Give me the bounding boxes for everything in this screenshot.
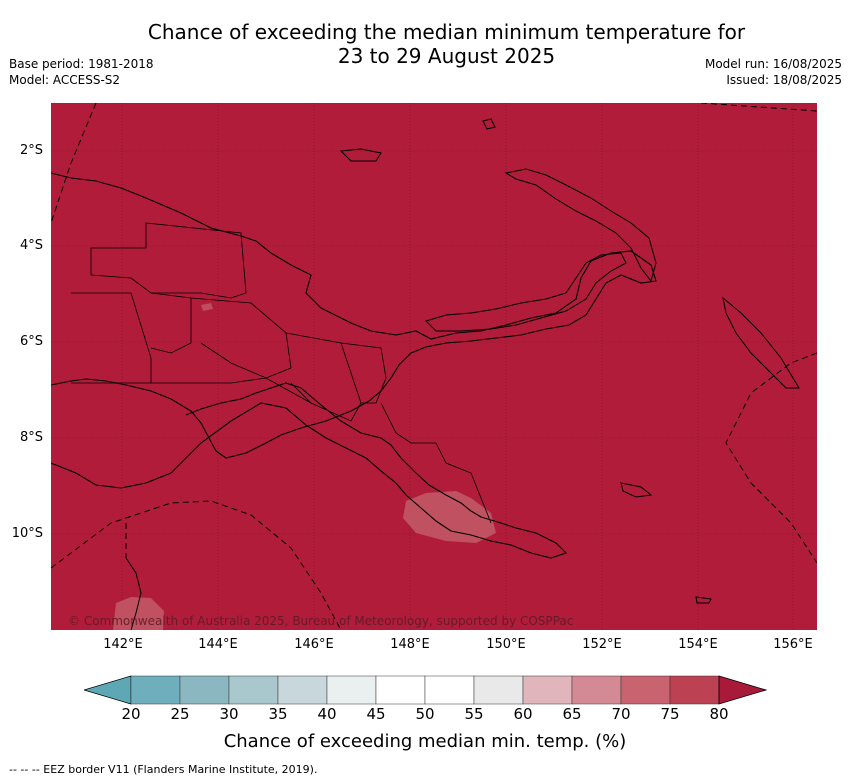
colorbar-title: Chance of exceeding median min. temp. (%… xyxy=(223,731,627,752)
title-line-2: 23 to 29 August 2025 xyxy=(337,44,556,68)
base-period-text: Base period: 1981-2018 xyxy=(9,57,154,71)
lon-tick-label: 142°E xyxy=(103,637,143,652)
colorbar-tick-label: 80 xyxy=(709,705,729,723)
colorbar-segment xyxy=(375,675,426,705)
lon-tick-label: 150°E xyxy=(486,637,526,652)
colorbar-segment xyxy=(522,675,573,705)
title-line-1: Chance of exceeding the median minimum t… xyxy=(147,20,746,44)
new-guinea-south-coast xyxy=(51,382,568,559)
lon-tick-label: 148°E xyxy=(390,637,430,652)
copyright-text: © Commonwealth of Australia 2025, Bureau… xyxy=(68,614,574,628)
colorbar-segment xyxy=(669,675,720,705)
colorbar-segment xyxy=(473,675,524,705)
colorbar-extend-high xyxy=(718,675,768,705)
lon-tick-label: 144°E xyxy=(198,637,238,652)
colorbar-segment xyxy=(424,675,475,705)
map-panel[interactable] xyxy=(51,103,817,630)
colorbar-tick-label: 55 xyxy=(464,705,484,723)
probability-patch-small xyxy=(201,303,213,311)
issued-text: Issued: 18/08/2025 xyxy=(726,73,842,87)
meta-left: Base period: 1981-2018 Model: ACCESS-S2 xyxy=(9,56,154,88)
eez-footnote: -- -- -- EEZ border V11 (Flanders Marine… xyxy=(9,763,318,776)
lat-tick-label: 10°S xyxy=(11,526,43,541)
cape-york-coast xyxy=(125,557,142,630)
map-svg xyxy=(51,103,817,630)
colorbar-tick-label: 65 xyxy=(562,705,582,723)
colorbar-extend-low xyxy=(84,675,132,705)
lon-tick-label: 154°E xyxy=(678,637,718,652)
probability-patch-southeast xyxy=(403,491,496,543)
manus-island xyxy=(339,148,382,162)
eez-borders xyxy=(51,103,817,630)
lat-tick-label: 2°S xyxy=(19,143,43,158)
new-ireland-outline xyxy=(504,168,657,283)
colorbar xyxy=(84,675,768,705)
graticule xyxy=(51,103,817,630)
small-island-far-southeast xyxy=(695,596,712,604)
colorbar-tick-label: 50 xyxy=(415,705,435,723)
colorbar-tick-label: 75 xyxy=(660,705,680,723)
colorbar-tick-label: 70 xyxy=(611,705,631,723)
new-britain-outline xyxy=(425,252,627,332)
model-run-text: Model run: 16/08/2025 xyxy=(704,57,842,71)
colorbar-tick-label: 35 xyxy=(268,705,288,723)
bougainville-outline xyxy=(722,296,800,389)
colorbar-segment xyxy=(130,675,181,705)
colorbar-segment xyxy=(326,675,377,705)
lat-tick-label: 8°S xyxy=(19,430,43,445)
lat-tick-label: 4°S xyxy=(19,238,43,253)
meta-right: Model run: 16/08/2025 Issued: 18/08/2025 xyxy=(705,56,842,88)
province-borders xyxy=(71,222,492,524)
colorbar-segment xyxy=(277,675,328,705)
colorbar-tick-label: 60 xyxy=(513,705,533,723)
colorbar-segments xyxy=(84,675,768,705)
colorbar-tick-label: 45 xyxy=(366,705,386,723)
colorbar-tick-label: 30 xyxy=(219,705,239,723)
lat-tick-label: 6°S xyxy=(19,334,43,349)
colorbar-segment xyxy=(228,675,279,705)
lon-tick-label: 146°E xyxy=(294,637,334,652)
colorbar-segment xyxy=(620,675,671,705)
lon-tick-label: 156°E xyxy=(773,637,813,652)
colorbar-segment xyxy=(571,675,622,705)
colorbar-tick-label: 20 xyxy=(121,705,141,723)
colorbar-segment xyxy=(179,675,230,705)
lon-tick-label: 152°E xyxy=(582,637,622,652)
colorbar-tick-label: 40 xyxy=(317,705,337,723)
small-island-north xyxy=(482,118,496,130)
probability-patch-southwest xyxy=(113,597,164,630)
model-text: Model: ACCESS-S2 xyxy=(9,73,121,87)
colorbar-tick-label: 25 xyxy=(170,705,190,723)
chart-title: Chance of exceeding the median minimum t… xyxy=(0,20,850,68)
new-guinea-north-coast xyxy=(51,172,657,459)
small-island-southeast xyxy=(620,482,653,498)
